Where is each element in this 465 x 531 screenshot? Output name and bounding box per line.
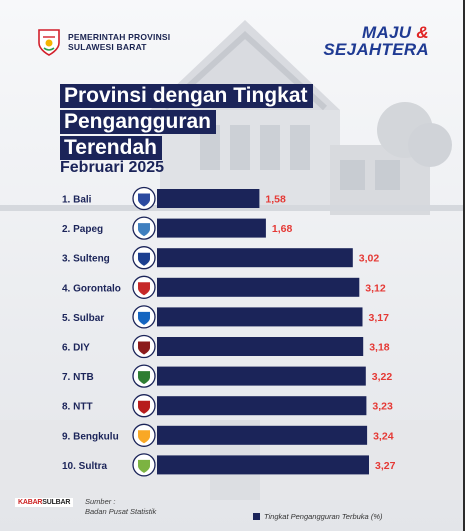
value-label: 3,27: [375, 460, 396, 472]
bar: [157, 455, 369, 475]
slogan: MAJU & SEJAHTERA: [323, 24, 429, 58]
province-logo-icon: [132, 275, 156, 299]
category-label: 5. Sulbar: [62, 313, 104, 324]
bar: [157, 248, 353, 268]
province-logo-icon: [132, 453, 156, 477]
value-label: 3,23: [372, 401, 393, 413]
province-logo-icon: [132, 246, 156, 270]
title-line-3: Terendah: [60, 136, 162, 160]
chart-subtitle: Februari 2025: [60, 159, 165, 176]
value-label: 3,12: [365, 282, 386, 294]
category-label: 4. Gorontalo: [62, 283, 121, 294]
source-name: Badan Pusat Statistik: [85, 507, 157, 516]
bar: [157, 189, 260, 208]
bar: [157, 396, 367, 416]
chart-legend: Tingkat Pengangguran Terbuka (%): [253, 512, 382, 521]
bar: [157, 218, 266, 238]
value-label: 3,17: [369, 312, 390, 324]
province-logo-icon: [132, 394, 156, 418]
value-label: 1,58: [265, 194, 286, 206]
source-label: Sumber :: [85, 497, 116, 506]
gov-line-2: SULAWESI BARAT: [68, 42, 147, 52]
category-label: 1. Bali: [62, 195, 92, 206]
category-label: 6. DIY: [62, 343, 90, 354]
province-logo-icon: [132, 334, 156, 359]
category-label: 8. NTT: [62, 402, 93, 413]
government-header: PEMERINTAH PROVINSI SULAWESI BARAT: [36, 28, 170, 56]
province-logo-icon: [132, 186, 156, 211]
bar: [157, 425, 368, 445]
bar: [157, 277, 360, 297]
title-line-2: Pengangguran: [60, 110, 217, 134]
province-logo-icon: [132, 305, 156, 329]
category-label: 9. Bengkulu: [62, 431, 119, 442]
bar: [157, 366, 366, 386]
bar: [157, 337, 364, 356]
category-label: 7. NTB: [62, 372, 94, 383]
bar: [157, 307, 363, 327]
province-logo-icon: [132, 423, 156, 447]
slogan-ampersand: &: [416, 23, 429, 42]
province-emblem-icon: [38, 29, 60, 56]
province-logo-icon: [132, 216, 156, 240]
kabarsulbar-logo: KABARSULBAR: [15, 498, 74, 507]
value-label: 1,68: [272, 223, 293, 235]
source-note: Sumber : Badan Pusat Statistik: [85, 497, 156, 517]
category-label: 2. Papeg: [62, 224, 103, 235]
gov-line-1: PEMERINTAH PROVINSI: [68, 32, 171, 42]
government-name: PEMERINTAH PROVINSI SULAWESI BARAT: [68, 32, 170, 52]
legend-label: Tingkat Pengangguran Terbuka (%): [264, 512, 383, 521]
province-logo-icon: [132, 364, 156, 388]
category-label: 3. Sulteng: [62, 254, 110, 265]
value-label: 3,24: [373, 430, 394, 442]
value-label: 3,02: [359, 253, 380, 265]
chart-title: Provinsi dengan Tingkat Pengangguran Ter…: [60, 84, 313, 162]
category-label: 10. Sultra: [62, 461, 107, 472]
legend-swatch: [253, 513, 260, 520]
value-label: 3,22: [372, 371, 393, 383]
title-line-1: Provinsi dengan Tingkat: [60, 84, 313, 108]
value-label: 3,18: [369, 342, 390, 354]
slogan-line-1: MAJU: [362, 23, 412, 42]
slogan-line-2: SEJAHTERA: [323, 40, 429, 59]
